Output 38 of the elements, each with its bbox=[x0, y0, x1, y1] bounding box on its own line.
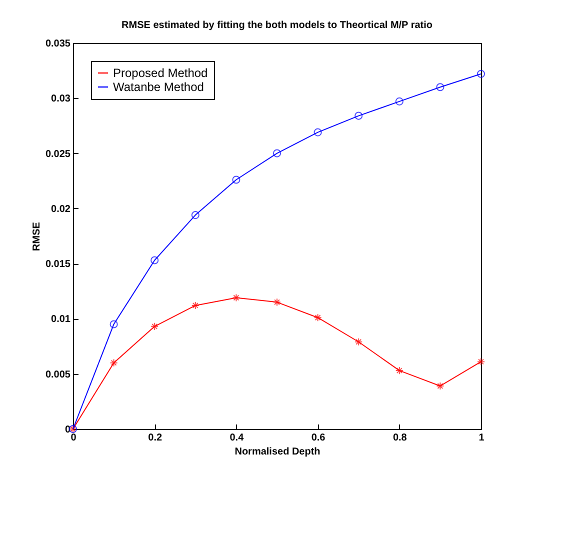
point bbox=[150, 322, 159, 330]
point bbox=[314, 314, 322, 322]
x-tick-label: 0.2 bbox=[148, 432, 162, 444]
legend-label: Watanbe Method bbox=[113, 80, 204, 94]
y-tick-label: 0.025 bbox=[45, 148, 71, 160]
legend-label: Proposed Method bbox=[113, 66, 208, 80]
y-tick-label: 0.005 bbox=[45, 369, 71, 380]
point bbox=[354, 112, 363, 120]
point bbox=[436, 83, 444, 92]
point bbox=[232, 294, 240, 302]
point bbox=[314, 128, 322, 136]
x-axis-title: Normalised Depth bbox=[234, 446, 320, 458]
point bbox=[272, 149, 282, 158]
point bbox=[354, 338, 363, 346]
x-tick-label: 0.4 bbox=[230, 432, 244, 444]
point bbox=[395, 366, 404, 375]
point bbox=[232, 176, 240, 184]
y-tick-label: 0.01 bbox=[51, 314, 71, 326]
y-tick-label: 0.035 bbox=[45, 38, 71, 50]
y-tick-label: 0.03 bbox=[51, 94, 71, 105]
point bbox=[436, 382, 444, 390]
point bbox=[191, 211, 200, 220]
y-tick-label: 0.02 bbox=[51, 204, 71, 215]
point bbox=[272, 298, 282, 306]
chart-title: RMSE estimated by fitting the both models to Theortical M/P ratio bbox=[122, 20, 432, 31]
y-tick-label: 0.015 bbox=[45, 259, 71, 270]
y-tick-label: 0 bbox=[64, 424, 71, 436]
point bbox=[476, 358, 486, 366]
point bbox=[191, 301, 200, 310]
x-tick-label: 0.6 bbox=[311, 432, 326, 444]
x-tick-label: 1 bbox=[478, 432, 485, 444]
point bbox=[395, 97, 404, 106]
x-tick-label: 0.8 bbox=[392, 432, 408, 444]
point bbox=[110, 320, 118, 328]
point bbox=[110, 358, 118, 367]
point bbox=[150, 256, 159, 264]
point bbox=[476, 70, 486, 78]
y-axis-title: RMSE bbox=[31, 222, 42, 251]
